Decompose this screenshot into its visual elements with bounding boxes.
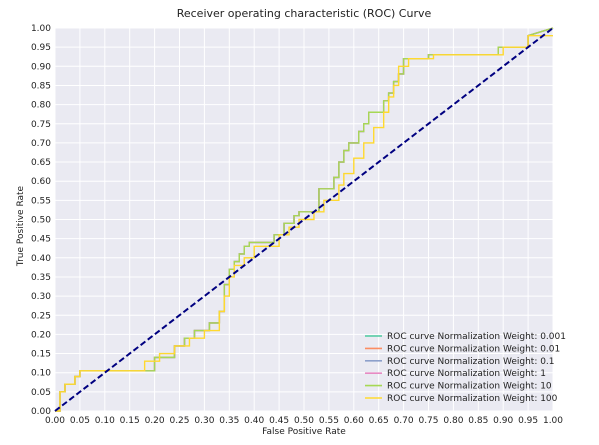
x-tick-label: 0.45: [269, 416, 289, 426]
y-tick-label: 0.35: [31, 273, 51, 283]
y-tick-label: 0.50: [31, 216, 51, 226]
legend-entry-label: ROC curve Normalization Weight: 0.1: [387, 357, 555, 367]
y-axis-ticks: 0.00 0.05 0.10 0.15 0.20 0.25 0.30 0.35 0.40 0.45…: [31, 24, 51, 417]
legend-entry-label: ROC curve Normalization Weight: 1: [387, 369, 546, 379]
legend-entry-label: ROC curve Normalization Weight: 10: [387, 382, 552, 392]
x-axis-label: False Positive Rate: [262, 427, 346, 437]
y-tick-label: 0.65: [31, 158, 51, 168]
x-tick-label: 0.15: [120, 416, 140, 426]
x-tick-label: 0.35: [219, 416, 239, 426]
y-tick-label: 0.80: [31, 101, 51, 111]
y-tick-label: 0.85: [31, 81, 51, 91]
legend-entry-label: ROC curve Normalization Weight: 100: [387, 394, 558, 404]
x-tick-label: 0.65: [369, 416, 389, 426]
x-tick-label: 0.25: [169, 416, 189, 426]
x-tick-label: 0.30: [194, 416, 214, 426]
x-tick-label: 0.60: [344, 416, 364, 426]
y-tick-label: 0.05: [31, 388, 51, 398]
x-tick-label: 0.05: [70, 416, 90, 426]
x-tick-label: 1.00: [543, 416, 563, 426]
series-lines: [55, 27, 554, 412]
legend: ROC curve Normalization Weight: 0.001 ROC…: [365, 332, 566, 404]
y-tick-label: 1.00: [31, 24, 51, 34]
roc-series-line-5: [55, 34, 553, 412]
y-tick-label: 0.40: [31, 254, 51, 264]
x-tick-label: 0.80: [443, 416, 463, 426]
x-tick-label: 0.00: [45, 416, 65, 426]
y-tick-label: 0.95: [31, 43, 51, 53]
y-axis-label: True Positive Rate: [16, 185, 26, 267]
x-tick-label: 0.70: [394, 416, 414, 426]
y-tick-label: 0.30: [31, 292, 51, 302]
y-tick-label: 0.45: [31, 235, 51, 245]
y-tick-label: 0.90: [31, 62, 51, 72]
chance-diagonal-line: [54, 27, 554, 412]
y-tick-label: 0.75: [31, 120, 51, 130]
x-axis-ticks: 0.00 0.05 0.10 0.15 0.20 0.25 0.30 0.35 0.40 0.45…: [45, 416, 563, 426]
y-tick-label: 0.25: [31, 311, 51, 321]
y-tick-label: 0.00: [31, 407, 51, 417]
y-tick-label: 0.15: [31, 350, 51, 360]
legend-entry-label: ROC curve Normalization Weight: 0.01: [387, 344, 560, 354]
grid: [54, 27, 554, 412]
x-tick-label: 0.40: [244, 416, 264, 426]
x-tick-label: 0.90: [493, 416, 513, 426]
y-tick-label: 0.55: [31, 196, 51, 206]
legend-entry-label: ROC curve Normalization Weight: 0.001: [387, 332, 566, 342]
x-tick-label: 0.55: [319, 416, 339, 426]
y-tick-label: 0.60: [31, 177, 51, 187]
x-tick-label: 0.10: [95, 416, 115, 426]
x-tick-label: 0.20: [145, 416, 165, 426]
x-tick-label: 0.50: [294, 416, 314, 426]
x-tick-label: 0.75: [418, 416, 438, 426]
x-tick-label: 0.85: [468, 416, 488, 426]
chart-title: Receiver operating characteristic (ROC) …: [177, 7, 432, 20]
y-tick-label: 0.70: [31, 139, 51, 149]
x-tick-label: 0.95: [518, 416, 538, 426]
y-tick-label: 0.20: [31, 330, 51, 340]
y-tick-label: 0.10: [31, 369, 51, 379]
